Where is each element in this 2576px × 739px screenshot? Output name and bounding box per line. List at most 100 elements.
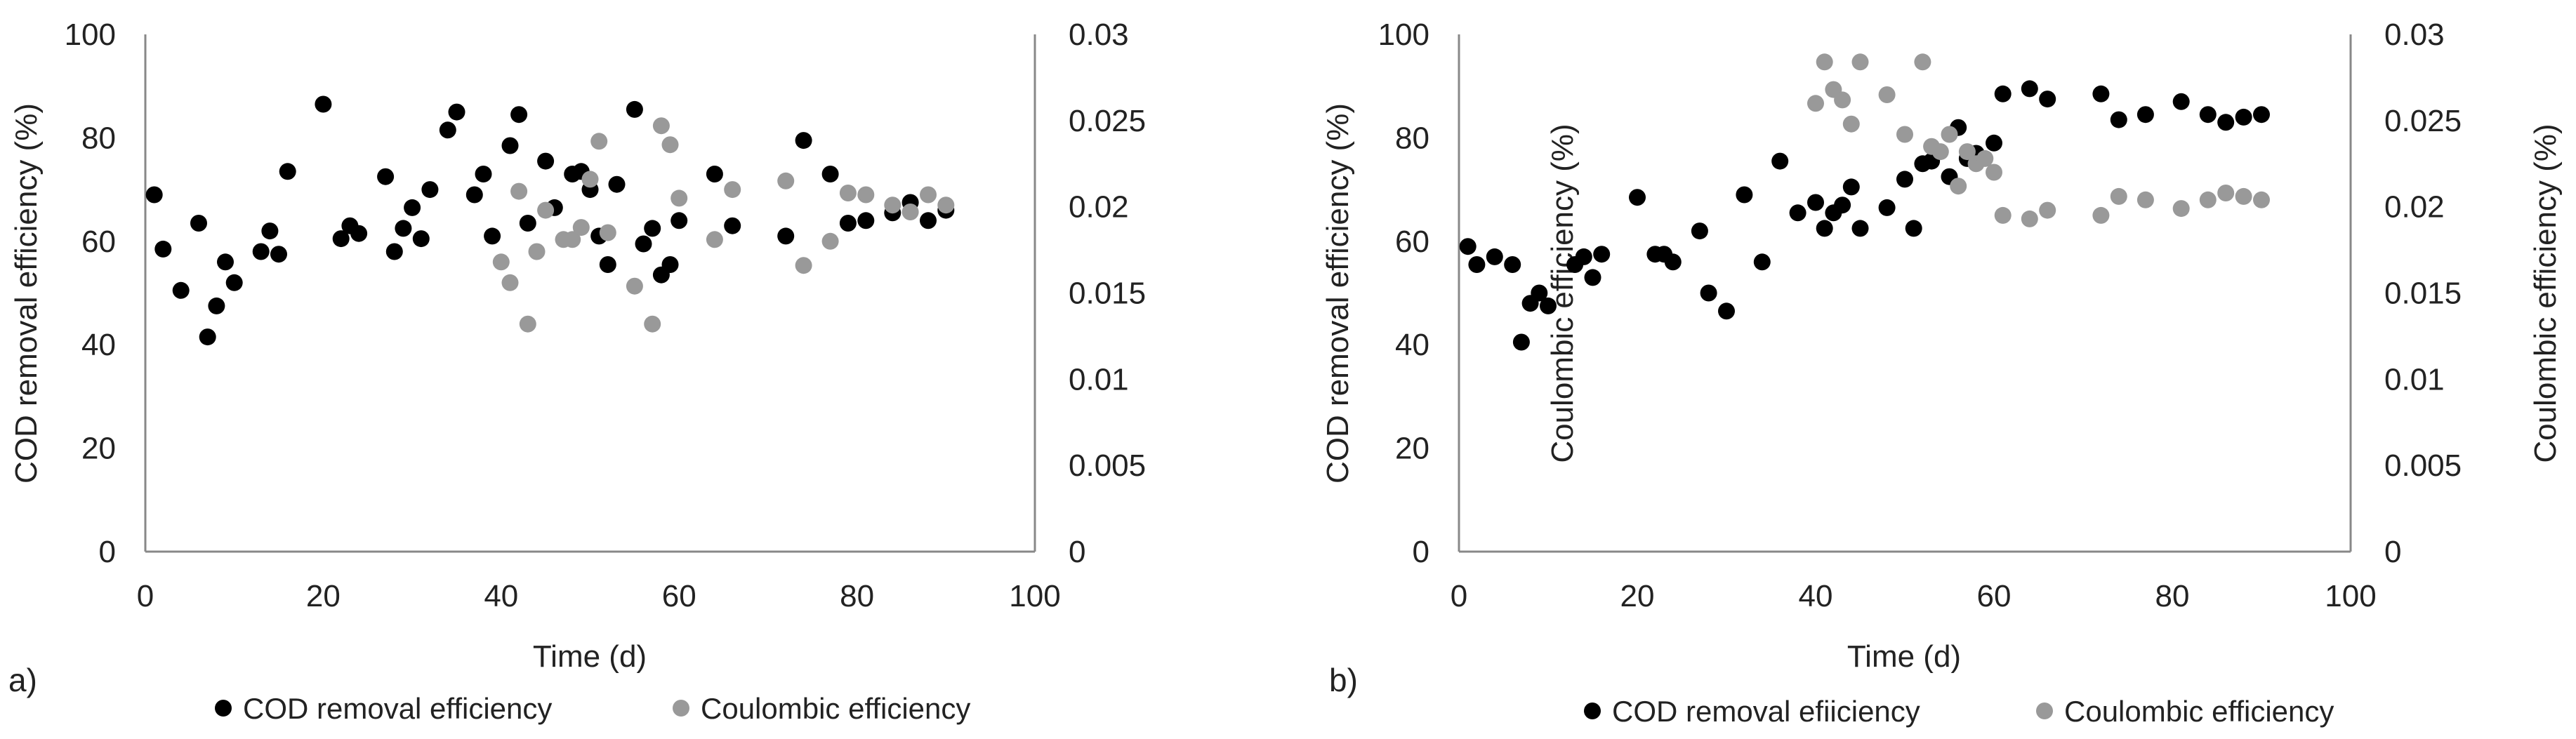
ce-point bbox=[501, 274, 519, 291]
x-tick-label: 100 bbox=[2325, 579, 2376, 613]
y-right-tick-label: 0.02 bbox=[1069, 190, 1129, 225]
ce-point bbox=[572, 219, 590, 237]
y-left-tick-label: 0 bbox=[99, 535, 116, 569]
cod-point bbox=[537, 152, 555, 170]
cod-point bbox=[1664, 253, 1682, 271]
ce-point bbox=[1851, 53, 1869, 71]
cod-point bbox=[1531, 284, 1548, 302]
ce-point bbox=[528, 243, 546, 260]
cod-point bbox=[475, 166, 492, 182]
cod-point bbox=[270, 246, 287, 263]
legend-label-cod: COD removal efficiency bbox=[243, 692, 552, 725]
cod-point bbox=[252, 243, 270, 260]
cod-point bbox=[671, 212, 688, 229]
x-tick-label: 40 bbox=[484, 579, 518, 613]
cod-point bbox=[1753, 253, 1771, 271]
cod-point bbox=[2021, 80, 2038, 98]
cod-point bbox=[857, 212, 875, 229]
cod-point bbox=[332, 230, 350, 248]
y-right-tick-label: 0.005 bbox=[1069, 448, 1146, 483]
y-right-tick-label: 0.025 bbox=[1069, 104, 1146, 138]
cod-point bbox=[635, 235, 652, 253]
ce-point bbox=[2172, 200, 2190, 218]
y-left-tick-label: 60 bbox=[81, 225, 116, 259]
cod-point bbox=[315, 95, 332, 113]
cod-point bbox=[920, 212, 937, 229]
ce-point bbox=[1950, 178, 1967, 195]
cod-point bbox=[1842, 178, 1860, 196]
cod-point bbox=[510, 106, 528, 124]
ce-point bbox=[884, 197, 901, 214]
ce-point bbox=[2039, 201, 2056, 219]
x-tick-label: 20 bbox=[306, 579, 341, 613]
y-right-tick-label: 0.01 bbox=[2384, 362, 2445, 397]
cod-point bbox=[2199, 106, 2217, 124]
ce-point bbox=[1896, 126, 1913, 143]
cod-point bbox=[1896, 171, 1913, 188]
legend-label-ce: Coulombic efficiency bbox=[701, 692, 970, 725]
cod-point bbox=[1807, 194, 1824, 211]
x-tick-label: 80 bbox=[2155, 579, 2190, 613]
ce-point bbox=[724, 181, 741, 199]
panel-label: b) bbox=[1329, 662, 1358, 698]
x-tick-label: 60 bbox=[662, 579, 696, 613]
cod-point bbox=[1540, 297, 1557, 314]
ce-point bbox=[564, 231, 581, 248]
cod-point bbox=[395, 220, 412, 237]
ce-point bbox=[839, 185, 857, 201]
cod-point bbox=[154, 240, 172, 258]
series-ce-points bbox=[1807, 53, 2270, 227]
cod-point bbox=[1905, 220, 1922, 237]
cod-point bbox=[465, 186, 483, 204]
cod-point bbox=[172, 281, 190, 299]
y-left-tick-label: 80 bbox=[1395, 121, 1429, 155]
cod-point bbox=[421, 181, 439, 199]
cod-point bbox=[1504, 256, 1521, 273]
cod-point bbox=[724, 217, 741, 234]
cod-point bbox=[225, 274, 243, 291]
y-right-tick-label: 0.02 bbox=[2384, 190, 2445, 225]
right-y-axis-label: Coulombic efficiency (%) bbox=[1545, 124, 1580, 462]
cod-point bbox=[2039, 91, 2056, 108]
cod-point bbox=[1816, 220, 1833, 237]
cod-point bbox=[404, 199, 421, 216]
x-axis-label: Time (d) bbox=[1847, 639, 1961, 674]
cod-point bbox=[350, 225, 368, 242]
cod-point bbox=[1834, 197, 1851, 214]
ce-point bbox=[1816, 53, 1833, 71]
cod-point bbox=[1994, 85, 2012, 102]
ce-point bbox=[626, 277, 643, 295]
cod-point bbox=[644, 220, 661, 237]
cod-point bbox=[2253, 106, 2270, 124]
y-right-tick-label: 0.015 bbox=[1069, 277, 1146, 311]
cod-point bbox=[2110, 111, 2127, 128]
cod-point bbox=[1486, 248, 1503, 265]
cod-point bbox=[626, 100, 643, 118]
y-left-tick-label: 40 bbox=[1395, 328, 1429, 362]
ce-point bbox=[519, 315, 536, 333]
y-right-tick-labels: 0 0.005 0.01 0.015 0.02 0.025 0.03 bbox=[1069, 18, 1146, 569]
ce-point bbox=[2092, 206, 2110, 224]
legend-marker-cod bbox=[1584, 703, 1601, 719]
ce-point bbox=[1994, 206, 2012, 224]
cod-point bbox=[1512, 333, 1530, 351]
series-ce-points bbox=[492, 117, 955, 333]
cod-point bbox=[145, 186, 163, 204]
y-left-tick-label: 40 bbox=[81, 328, 116, 362]
cod-point bbox=[1700, 284, 1717, 302]
right-y-axis-label: Coulombic efficiency (%) bbox=[2528, 124, 2563, 462]
cod-point bbox=[1789, 204, 1806, 222]
y-right-tick-label: 0 bbox=[2384, 535, 2401, 569]
cod-point bbox=[484, 227, 501, 245]
legend-label-ce: Coulombic efficiency bbox=[2064, 695, 2334, 728]
cod-point bbox=[1468, 256, 1486, 273]
x-tick-labels: 0 20 40 60 80 100 bbox=[1451, 579, 2377, 613]
ce-point bbox=[2253, 191, 2270, 208]
panel-b: 0 20 40 60 80 100 0 0.005 0.01 0.015 0.02 0.025 0.0… bbox=[1321, 18, 2563, 728]
y-left-tick-labels: 0 20 40 60 80 100 bbox=[1378, 18, 1429, 569]
ce-point bbox=[510, 182, 528, 200]
y-right-tick-label: 0.01 bbox=[1069, 362, 1129, 397]
y-right-tick-label: 0.005 bbox=[2384, 448, 2462, 483]
ce-point bbox=[2021, 210, 2038, 227]
